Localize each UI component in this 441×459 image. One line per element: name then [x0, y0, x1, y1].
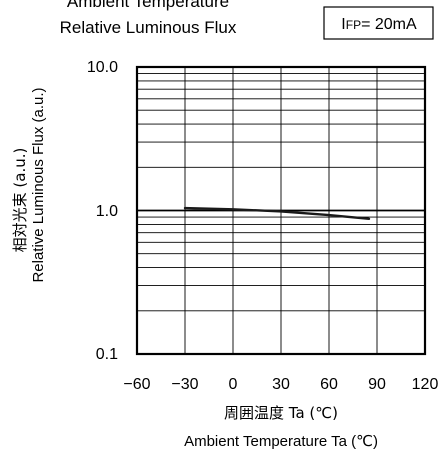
chart-title-line-2: Relative Luminous Flux — [60, 18, 237, 37]
condition-symbol: I — [341, 16, 345, 33]
y-tick-label-1: 1.0 — [96, 203, 118, 220]
y-tick-label-0.1: 0.1 — [96, 346, 118, 363]
y-axis-label-en: Relative Luminous Flux (a.u.) — [30, 87, 47, 282]
x-tick-label: 60 — [320, 376, 338, 393]
x-tick-label: −60 — [123, 376, 150, 393]
condition-box: IFP= 20mA — [323, 6, 434, 40]
y-tick-label-10: 10.0 — [87, 59, 118, 76]
x-tick-label: 120 — [412, 376, 439, 393]
y-axis-label-jp: 相対光束 (a.u.) — [11, 148, 29, 253]
x-tick-label: 90 — [368, 376, 386, 393]
series-line — [183, 206, 371, 221]
x-tick-label: 30 — [272, 376, 290, 393]
chart-title-line-1: Ambient Temperature — [67, 0, 229, 11]
x-tick-label: 0 — [229, 376, 238, 393]
svg-text:IFP= 20mA: IFP= 20mA — [341, 16, 417, 33]
x-axis-label-en: Ambient Temperature Ta (℃) — [184, 433, 378, 450]
condition-value: = 20mA — [361, 16, 417, 33]
x-tick-label: −30 — [171, 376, 198, 393]
x-axis-label-jp: 周囲温度 Ta (℃) — [224, 404, 338, 422]
condition-symbol-sub: FP — [346, 18, 361, 32]
grid-lines — [137, 67, 425, 354]
plot-frame — [135, 65, 427, 356]
